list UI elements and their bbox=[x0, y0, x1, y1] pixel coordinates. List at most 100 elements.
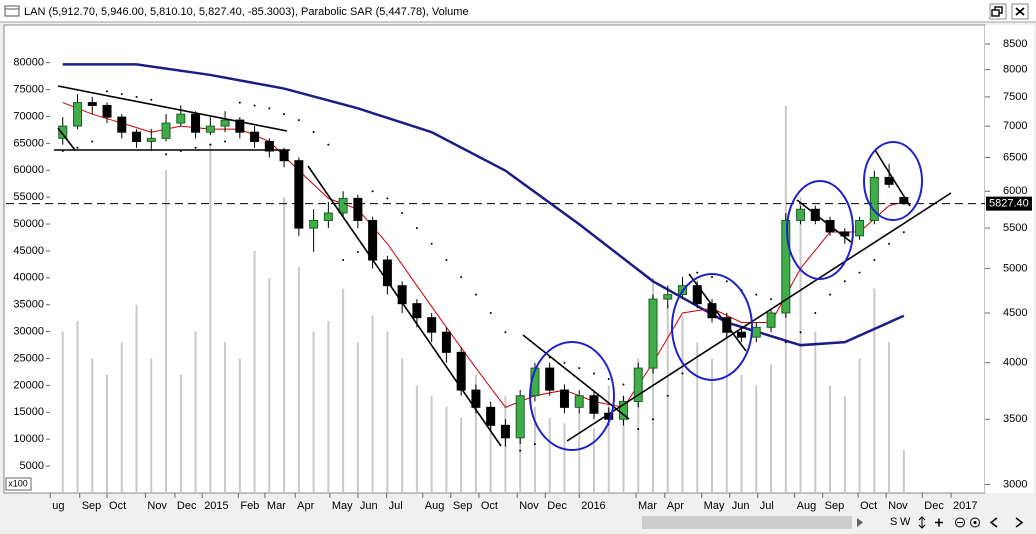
toolbar-button[interactable]: W bbox=[900, 516, 911, 528]
window-icon bbox=[4, 5, 20, 17]
sar-dot bbox=[829, 293, 832, 296]
candle-body bbox=[456, 351, 466, 391]
candle-body bbox=[397, 285, 407, 305]
sar-dot bbox=[356, 250, 359, 253]
y-tick-label: 80000 bbox=[13, 57, 44, 69]
restore-icon bbox=[991, 9, 1000, 17]
y-tick-label: 5000 bbox=[20, 460, 44, 472]
y-tick-label: 40000 bbox=[13, 272, 44, 284]
volume-bar bbox=[519, 428, 522, 493]
volume-bar bbox=[445, 406, 448, 493]
sar-dot bbox=[76, 146, 79, 149]
sar-dot bbox=[651, 418, 654, 421]
candle-body bbox=[855, 219, 865, 237]
volume-bar bbox=[268, 277, 271, 493]
candle-body bbox=[515, 395, 525, 439]
volume-bar bbox=[474, 374, 477, 493]
candle-body bbox=[132, 131, 142, 142]
volume-bar bbox=[415, 385, 418, 493]
sar-dot bbox=[238, 101, 241, 104]
price-axis-area bbox=[985, 25, 1034, 493]
sar-dot bbox=[283, 113, 286, 116]
sar-dot bbox=[504, 331, 507, 334]
y-tick-label: 45000 bbox=[13, 245, 44, 257]
candle-body bbox=[338, 197, 348, 214]
x-tick-label: Sep bbox=[453, 500, 473, 512]
candle-body bbox=[161, 122, 171, 139]
sar-dot bbox=[533, 443, 536, 446]
highlight-circle bbox=[529, 341, 615, 451]
volume-bar bbox=[770, 363, 773, 493]
volume-bar bbox=[194, 331, 197, 493]
y2-tick-label: 8500 bbox=[1003, 38, 1027, 50]
candle-body bbox=[264, 140, 274, 152]
last-price-box bbox=[986, 196, 1032, 211]
toolbar-button[interactable] bbox=[989, 517, 998, 528]
y2-tick-label: 7500 bbox=[1003, 91, 1027, 103]
x-tick-label: 2015 bbox=[204, 500, 228, 512]
volume-bar bbox=[888, 342, 891, 493]
x-tick-label: May bbox=[704, 500, 725, 512]
y2-tick-label: 3500 bbox=[1003, 413, 1027, 425]
candle-body bbox=[279, 150, 289, 162]
sar-dot bbox=[902, 231, 905, 234]
y2-tick-label: 3000 bbox=[1003, 478, 1027, 490]
scrollbar-thumb[interactable] bbox=[642, 516, 852, 529]
candle-body bbox=[382, 259, 392, 287]
candle-body bbox=[146, 137, 156, 142]
x-tick-label: 2017 bbox=[953, 500, 977, 512]
sar-dot bbox=[858, 271, 861, 274]
toolbar-button[interactable]: S bbox=[890, 516, 897, 528]
y2-tick-label: 7000 bbox=[1003, 120, 1027, 132]
x-tick-label: Jun bbox=[360, 500, 378, 512]
candle-body bbox=[500, 424, 510, 439]
y-tick-label: 50000 bbox=[13, 218, 44, 230]
toolbar-button[interactable] bbox=[918, 516, 926, 529]
x-tick-label: Dec bbox=[547, 500, 567, 512]
restore-button[interactable] bbox=[989, 3, 1007, 20]
candle-body bbox=[412, 303, 422, 319]
trend-line bbox=[874, 149, 911, 207]
volume-bar bbox=[858, 358, 861, 493]
sar-dot bbox=[312, 131, 315, 134]
candle-body bbox=[545, 367, 555, 391]
sar-dot bbox=[696, 271, 699, 274]
x-tick-label: Dec bbox=[177, 500, 197, 512]
x-tick-label: Nov bbox=[888, 500, 908, 512]
x-tick-label: Jul bbox=[389, 500, 403, 512]
sar-dot bbox=[711, 275, 714, 278]
candle-body bbox=[176, 113, 186, 124]
sar-dot bbox=[637, 428, 640, 431]
y2-tick-label: 5000 bbox=[1003, 262, 1027, 274]
candle-body bbox=[73, 102, 83, 127]
x-tick-label: Jul bbox=[760, 500, 774, 512]
volume-bar bbox=[843, 396, 846, 493]
candle-body bbox=[323, 212, 333, 221]
trend-line bbox=[566, 192, 952, 442]
candle-body bbox=[205, 125, 215, 133]
last-price-label: 5827.40 bbox=[989, 198, 1029, 210]
toolbar-button[interactable] bbox=[973, 521, 977, 524]
candle-body bbox=[618, 401, 628, 420]
toolbar-button[interactable] bbox=[970, 517, 980, 528]
volume-bar bbox=[224, 342, 227, 493]
sar-dot bbox=[386, 197, 389, 200]
close-button[interactable] bbox=[1011, 3, 1029, 20]
y-tick-label: 10000 bbox=[13, 433, 44, 445]
moving-average bbox=[62, 63, 905, 347]
toolbar-button[interactable] bbox=[1015, 517, 1024, 528]
toolbar-button[interactable] bbox=[955, 517, 965, 528]
trend-line bbox=[688, 273, 747, 352]
volume-bar bbox=[725, 331, 728, 493]
volume-bar bbox=[533, 406, 536, 493]
volume-bar bbox=[209, 143, 212, 493]
toolbar-button[interactable] bbox=[935, 518, 943, 527]
candle-body bbox=[235, 119, 245, 133]
candle-body bbox=[796, 208, 806, 221]
sar-dot bbox=[430, 242, 433, 245]
x-tick-label: Aug bbox=[425, 500, 445, 512]
candle-body bbox=[633, 367, 643, 403]
sar-dot bbox=[209, 143, 212, 146]
chart-title: LAN (5,912.70, 5,946.00, 5,810.10, 5,827… bbox=[24, 6, 469, 18]
scroll-right[interactable] bbox=[857, 518, 863, 527]
